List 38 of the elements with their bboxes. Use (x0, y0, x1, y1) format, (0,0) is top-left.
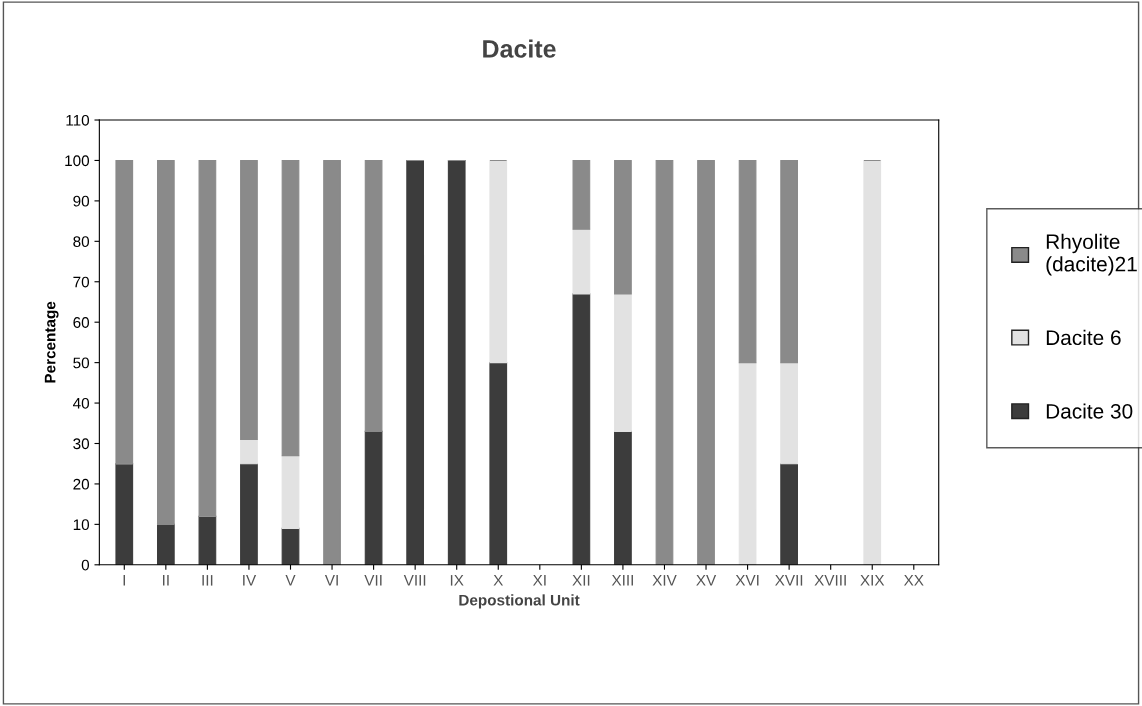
x-tick-label: VII (364, 575, 382, 586)
x-tick-label: XIX (860, 575, 885, 586)
y-tick-label: 110 (66, 114, 90, 126)
y-axis-title: Percentage (44, 301, 59, 383)
x-tick-label: XX (903, 575, 924, 586)
legend-label: Dacite 6 (1046, 329, 1121, 346)
y-tick-label: 10 (73, 519, 90, 531)
x-tick-label: IX (450, 575, 464, 586)
x-tick-label: VI (324, 575, 338, 586)
x-axis-title: Depostional Unit (459, 594, 580, 609)
x-tick-label: XVIII (814, 575, 846, 586)
x-tick-label: VIII (403, 575, 426, 586)
x-tick-label: XIV (652, 575, 677, 586)
y-tick-label: 0 (81, 559, 90, 571)
y-tick-label: 80 (73, 236, 90, 248)
y-tick-label: 40 (72, 397, 90, 409)
y-tick-label: 30 (73, 438, 90, 450)
x-tick-label: V (285, 575, 296, 586)
chart-title: Dacite (483, 39, 556, 58)
x-tick-label: II (163, 575, 169, 586)
x-tick-label: IV (243, 575, 257, 586)
legend-label: Dacite 30 (1046, 403, 1133, 419)
y-tick-label: 60 (73, 317, 90, 328)
x-tick-label: XV (696, 575, 717, 586)
y-tick-label: 50 (73, 357, 90, 369)
x-tick-label: XVII (775, 575, 803, 586)
legend-label: Rhyolite (dacite)21 (1046, 233, 1137, 276)
y-tick-label: 100 (65, 155, 90, 167)
x-tick-label: XII (572, 575, 590, 586)
x-tick-label: I (123, 575, 125, 586)
x-tick-label: XI (532, 575, 546, 586)
y-tick-label: 70 (73, 276, 90, 288)
x-tick-label: XVI (735, 575, 759, 586)
x-tick-label: X (493, 575, 504, 586)
x-tick-label: III (202, 575, 213, 586)
y-tick-label: 20 (73, 478, 90, 490)
x-tick-label: XIII (611, 575, 633, 586)
y-tick-label: 90 (73, 195, 90, 207)
